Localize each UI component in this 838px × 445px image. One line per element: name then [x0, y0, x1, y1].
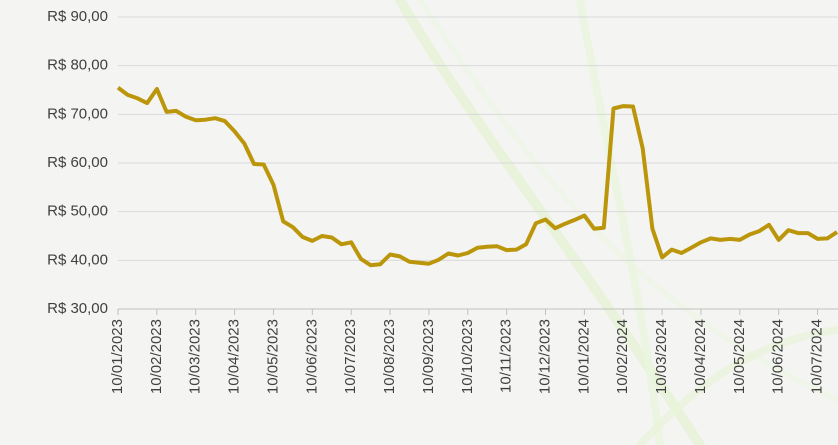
y-tick-label: R$ 60,00 [47, 154, 108, 171]
y-tick-label: R$ 40,00 [47, 251, 108, 268]
page: {"chart_data": {"type": "line", "categor… [0, 0, 838, 445]
x-tick-label: 10/05/2023 [264, 319, 281, 394]
x-tick-label: 10/12/2023 [536, 319, 553, 394]
y-tick-label: R$ 90,00 [47, 8, 108, 25]
x-tick-label: 10/03/2023 [187, 319, 204, 394]
x-tick-label: 10/03/2024 [653, 319, 670, 394]
y-tick-label: R$ 80,00 [47, 57, 108, 74]
y-tick-label: R$ 70,00 [47, 105, 108, 122]
x-tick-label: 10/05/2024 [731, 319, 748, 394]
x-tick-label: 10/06/2023 [303, 319, 320, 394]
x-tick-label: 10/04/2023 [226, 319, 243, 394]
x-tick-label: 10/01/2024 [575, 319, 592, 394]
x-tick-label: 10/08/2023 [381, 319, 398, 394]
x-tick-label: 10/07/2023 [342, 319, 359, 394]
x-tick-label: 10/09/2023 [420, 319, 437, 394]
x-tick-label: 10/10/2023 [459, 319, 476, 394]
x-tick-label: 10/02/2023 [148, 319, 165, 394]
y-tick-label: R$ 30,00 [47, 300, 108, 317]
x-tick-label: 10/02/2024 [614, 319, 631, 394]
y-tick-label: R$ 50,00 [47, 203, 108, 220]
x-tick-label: 10/06/2024 [770, 319, 787, 394]
chart: R$ 30,00 R$ 40,00 R$ 50,00 R$ 60,00 R$ 70,00… [0, 0, 838, 445]
x-tick-label: 10/01/2023 [109, 319, 126, 394]
x-tick-label: 10/11/2023 [498, 319, 515, 393]
x-tick-label: 10/07/2024 [809, 319, 826, 394]
x-tick-label: 10/04/2024 [692, 319, 709, 394]
